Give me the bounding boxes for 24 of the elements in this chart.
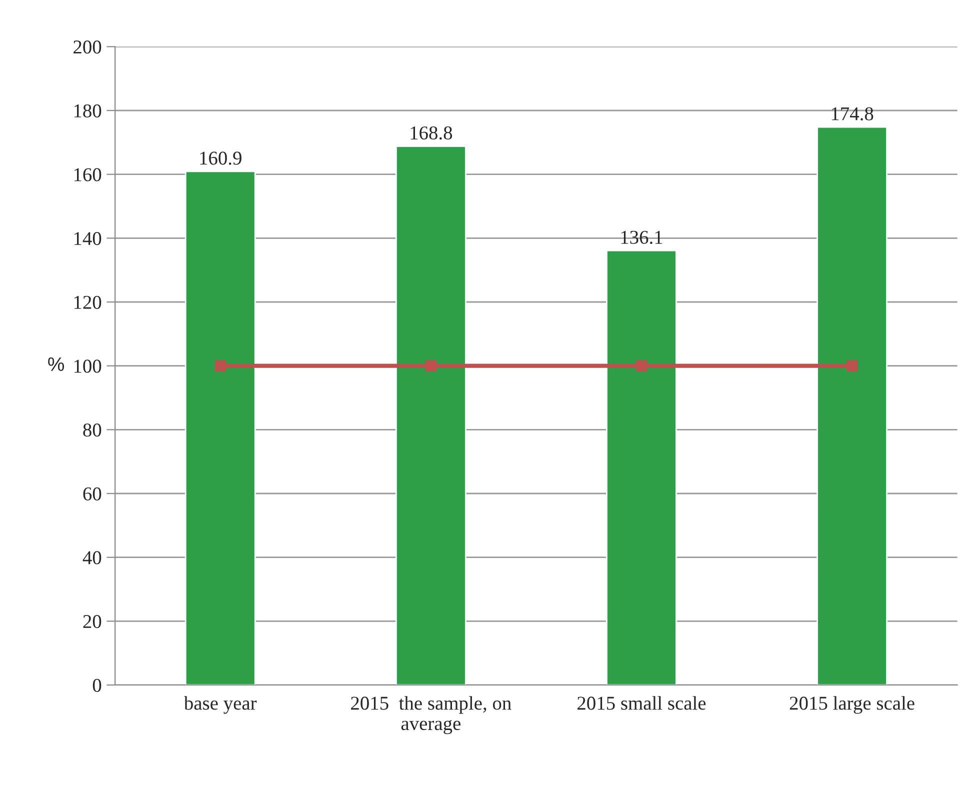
y-tick-label: 0 [92,678,102,692]
x-tick-label: 2015 large scale [790,696,914,714]
x-tick-label: 2015 small scale [578,696,706,710]
data-label: 160.9 [200,152,242,165]
y-tick-label: 80 [83,423,102,437]
y-tick-label: 20 [83,614,102,628]
data-label: 168.8 [410,126,452,140]
y-tick-label: 40 [82,551,102,564]
y-tick-label: 100 [74,360,102,373]
bar [606,250,677,686]
bar [816,126,888,686]
y-tick-label: 200 [74,40,102,54]
y-tick-label: 120 [74,296,102,309]
data-label: 136.1 [621,230,662,244]
y-tick-label: 60 [83,487,102,500]
x-tick-label: base year [184,696,257,714]
data-label: 174.8 [832,107,874,120]
y-axis-title: % [48,357,64,371]
x-tick-label: 2015 the sample, on average [351,696,512,734]
bar [395,146,466,686]
y-tick-label: 180 [74,104,102,118]
y-tick-label: 140 [74,232,102,246]
bar [184,170,256,686]
y-tick-label: 160 [74,168,102,182]
